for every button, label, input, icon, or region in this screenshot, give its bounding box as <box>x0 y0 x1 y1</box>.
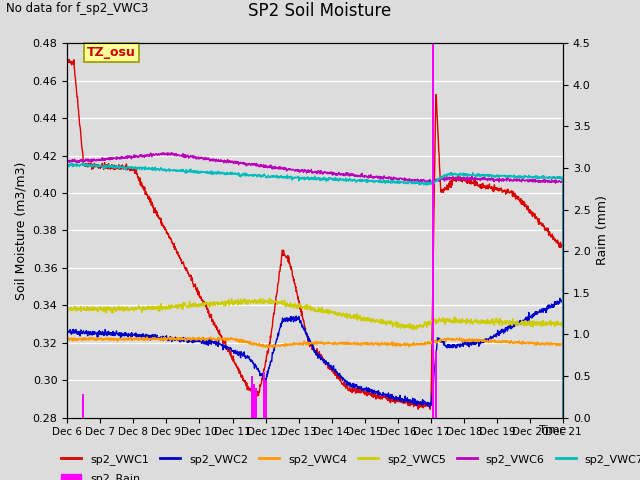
Text: TZ_osu: TZ_osu <box>87 46 136 60</box>
Bar <box>255 388 257 418</box>
Bar <box>431 43 433 418</box>
Text: SP2 Soil Moisture: SP2 Soil Moisture <box>248 2 392 20</box>
Bar <box>82 394 84 418</box>
Y-axis label: Soil Moisture (m3/m3): Soil Moisture (m3/m3) <box>14 161 27 300</box>
Text: No data for f_sp2_VWC3: No data for f_sp2_VWC3 <box>6 2 148 15</box>
Bar <box>265 380 268 418</box>
Y-axis label: Raim (mm): Raim (mm) <box>596 195 609 265</box>
Text: Time: Time <box>539 425 566 435</box>
Bar <box>252 376 253 418</box>
Legend: sp2_VWC1, sp2_VWC2, sp2_VWC4, sp2_VWC5, sp2_VWC6, sp2_VWC7: sp2_VWC1, sp2_VWC2, sp2_VWC4, sp2_VWC5, … <box>57 450 640 469</box>
Legend: sp2_Rain: sp2_Rain <box>57 469 145 480</box>
Bar <box>435 351 437 418</box>
Bar <box>263 372 265 418</box>
Bar <box>253 384 255 418</box>
